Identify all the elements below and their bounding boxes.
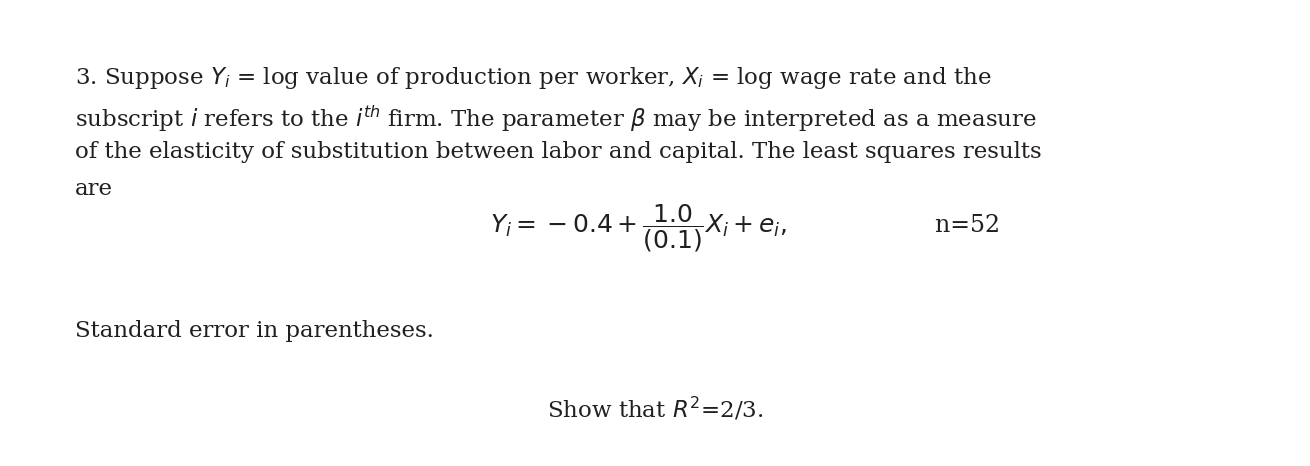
Text: Show that $R^2$=2/3.: Show that $R^2$=2/3. bbox=[546, 395, 764, 422]
Text: of the elasticity of substitution between labor and capital. The least squares r: of the elasticity of substitution betwee… bbox=[75, 141, 1041, 163]
Text: $Y_i = -0.4 + \dfrac{1.0}{(0.1)}X_i + e_i,$: $Y_i = -0.4 + \dfrac{1.0}{(0.1)}X_i + e_… bbox=[490, 202, 787, 254]
Text: are: are bbox=[75, 178, 113, 200]
Text: 3. Suppose $Y_i$ = log value of production per worker, $X_i$ = log wage rate and: 3. Suppose $Y_i$ = log value of producti… bbox=[75, 65, 992, 91]
Text: Standard error in parentheses.: Standard error in parentheses. bbox=[75, 320, 434, 342]
Text: n=52: n=52 bbox=[920, 214, 1000, 238]
Text: subscript $i$ refers to the $i^{th}$ firm. The parameter $\beta$ may be interpre: subscript $i$ refers to the $i^{th}$ fir… bbox=[75, 103, 1036, 134]
